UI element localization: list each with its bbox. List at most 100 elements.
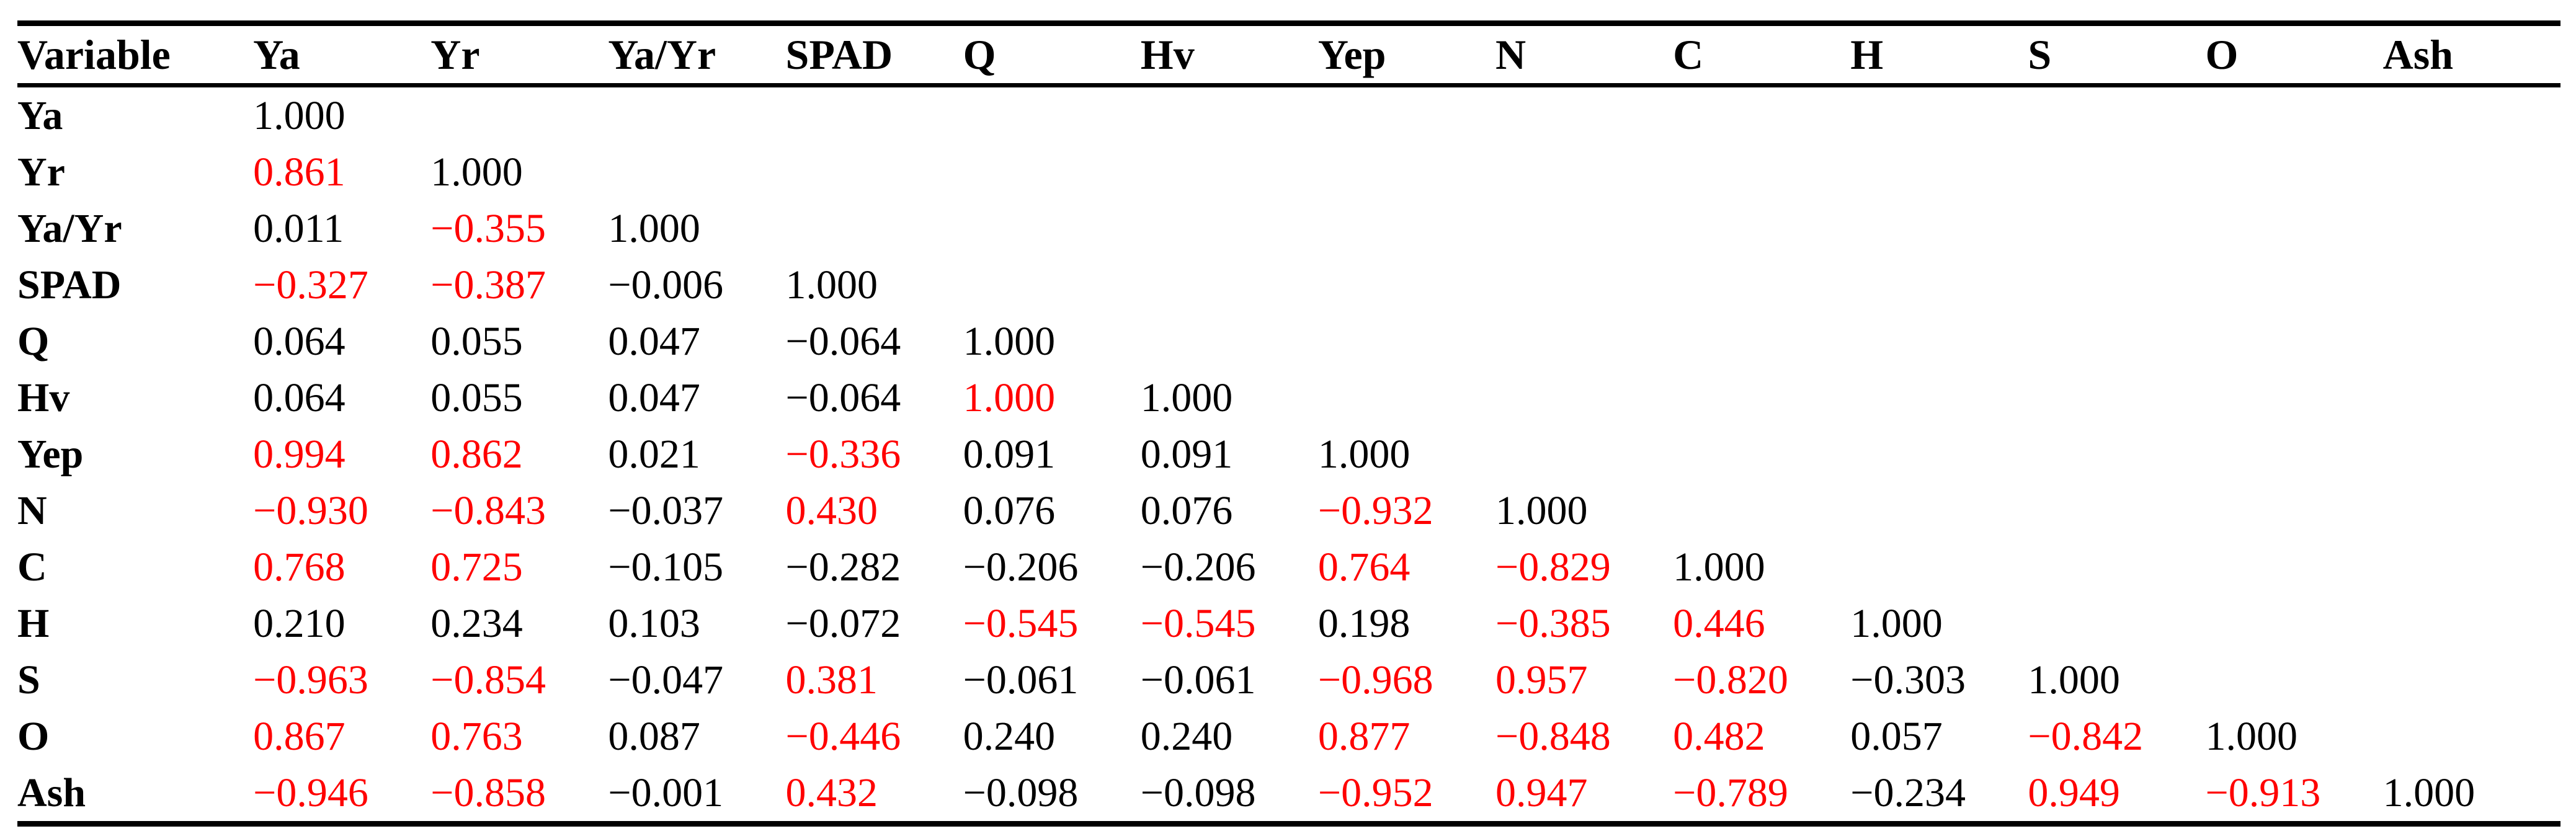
correlation-cell <box>1141 144 1318 200</box>
table-row: Ya/Yr 0.011 −0.355 1.000 <box>17 200 2560 257</box>
correlation-cell <box>2028 426 2205 482</box>
correlation-cell: −0.072 <box>785 600 901 646</box>
correlation-cell <box>1673 482 1850 539</box>
correlation-cell <box>1141 257 1318 313</box>
correlation-cell: 0.430 <box>785 487 878 533</box>
col-header-ya: Ya <box>253 23 431 87</box>
correlation-cell <box>1850 482 2028 539</box>
correlation-cell <box>1850 313 2028 370</box>
correlation-cell: 0.240 <box>1140 713 1233 759</box>
col-header-ya-yr: Ya/Yr <box>608 23 786 87</box>
row-label: H <box>17 600 50 646</box>
correlation-cell <box>2206 370 2383 426</box>
correlation-cell <box>2383 370 2560 426</box>
table-header: Variable Ya Yr Ya/Yr SPAD Q Hv Yep N C H S O Ash <box>17 23 2560 87</box>
col-header-yep: Yep <box>1317 23 1496 87</box>
correlation-cell: 0.763 <box>430 713 523 759</box>
correlation-cell: 0.198 <box>1317 600 1411 646</box>
table-row: N −0.930 −0.843 −0.037 0.430 0.076 0.076 −0.932… <box>17 482 2560 539</box>
correlation-cell: −0.303 <box>1850 657 1966 703</box>
correlation-cell <box>1673 426 1850 482</box>
correlation-cell <box>2206 482 2383 539</box>
correlation-cell: 0.076 <box>963 487 1056 533</box>
correlation-cell: 0.091 <box>1140 431 1233 477</box>
correlation-cell <box>2028 595 2205 652</box>
correlation-cell: −0.206 <box>963 544 1079 590</box>
correlation-cell <box>1318 370 1495 426</box>
correlation-cell: 1.000 <box>963 375 1056 420</box>
correlation-cell <box>2383 200 2560 257</box>
row-label: C <box>17 544 47 590</box>
row-label: N <box>17 487 47 533</box>
correlation-cell: 0.446 <box>1673 600 1765 646</box>
correlation-cell: −0.968 <box>1317 657 1433 703</box>
correlation-cell: −0.047 <box>608 657 724 703</box>
correlation-cell <box>1673 370 1850 426</box>
correlation-cell: 1.000 <box>608 205 700 251</box>
correlation-cell: −0.064 <box>785 318 901 364</box>
col-header-spad: SPAD <box>785 23 963 87</box>
table-row: H 0.210 0.234 0.103 −0.072 −0.545 −0.545 0.198 −… <box>17 595 2560 652</box>
correlation-cell <box>1495 200 1673 257</box>
correlation-cell: −0.037 <box>608 487 724 533</box>
correlation-cell <box>1318 257 1495 313</box>
correlation-cell: 0.949 <box>2028 770 2120 815</box>
col-header-variable: Variable <box>17 23 254 87</box>
correlation-cell <box>1141 313 1318 370</box>
correlation-cell: 0.021 <box>608 431 700 477</box>
correlation-cell: −0.789 <box>1673 770 1788 815</box>
correlation-cell: −0.061 <box>1140 657 1256 703</box>
correlation-cell <box>963 200 1141 257</box>
correlation-cell <box>1850 257 2028 313</box>
correlation-cell: 1.000 <box>2205 713 2298 759</box>
correlation-cell <box>786 86 963 144</box>
col-header-h: H <box>1850 23 2028 87</box>
correlation-cell: −0.446 <box>785 713 901 759</box>
correlation-cell: −0.001 <box>608 770 724 815</box>
correlation-cell: 1.000 <box>1140 375 1233 420</box>
correlation-cell: 1.000 <box>430 149 523 195</box>
correlation-cell: −0.105 <box>608 544 724 590</box>
correlation-cell: −0.282 <box>785 544 901 590</box>
correlation-cell <box>1495 257 1673 313</box>
correlation-cell: 0.947 <box>1495 770 1588 815</box>
correlation-cell <box>2206 539 2383 595</box>
correlation-cell <box>963 257 1141 313</box>
correlation-cell: 0.764 <box>1317 544 1411 590</box>
correlation-cell: 0.103 <box>608 600 700 646</box>
correlation-cell <box>1850 144 2028 200</box>
correlation-cell <box>1850 200 2028 257</box>
correlation-cell: 0.064 <box>253 375 345 420</box>
correlation-cell: 0.240 <box>963 713 1056 759</box>
correlation-cell <box>2028 200 2205 257</box>
correlation-cell: −0.930 <box>253 487 368 533</box>
correlation-cell <box>2028 257 2205 313</box>
correlation-cell <box>2206 200 2383 257</box>
correlation-cell: 0.877 <box>1317 713 1411 759</box>
col-header-yr: Yr <box>430 23 608 87</box>
correlation-cell <box>2206 257 2383 313</box>
row-label: O <box>17 713 50 759</box>
correlation-cell: 0.725 <box>430 544 523 590</box>
correlation-cell: 0.210 <box>253 600 345 646</box>
correlation-cell <box>1673 257 1850 313</box>
correlation-cell: −0.932 <box>1317 487 1433 533</box>
correlation-cell <box>2206 86 2383 144</box>
correlation-cell <box>2028 144 2205 200</box>
correlation-cell: −0.848 <box>1495 713 1611 759</box>
correlation-cell <box>963 86 1141 144</box>
correlation-table: Variable Ya Yr Ya/Yr SPAD Q Hv Yep N C H S O Ash Ya 1.… <box>17 20 2560 827</box>
row-label: Ya <box>17 92 63 138</box>
table-body: Ya 1.000 Yr 0.861 1.000 Ya/Yr 0.011 −0.355 1.000… <box>17 86 2560 824</box>
correlation-cell: 0.482 <box>1673 713 1765 759</box>
correlation-cell <box>1850 370 2028 426</box>
correlation-cell <box>1495 86 1673 144</box>
correlation-cell <box>2383 144 2560 200</box>
correlation-cell: 0.055 <box>430 318 523 364</box>
correlation-cell <box>1850 426 2028 482</box>
correlation-cell <box>1673 86 1850 144</box>
correlation-cell: 0.432 <box>785 770 878 815</box>
correlation-cell: −0.858 <box>430 770 546 815</box>
correlation-cell <box>2206 313 2383 370</box>
correlation-cell: 0.047 <box>608 318 700 364</box>
